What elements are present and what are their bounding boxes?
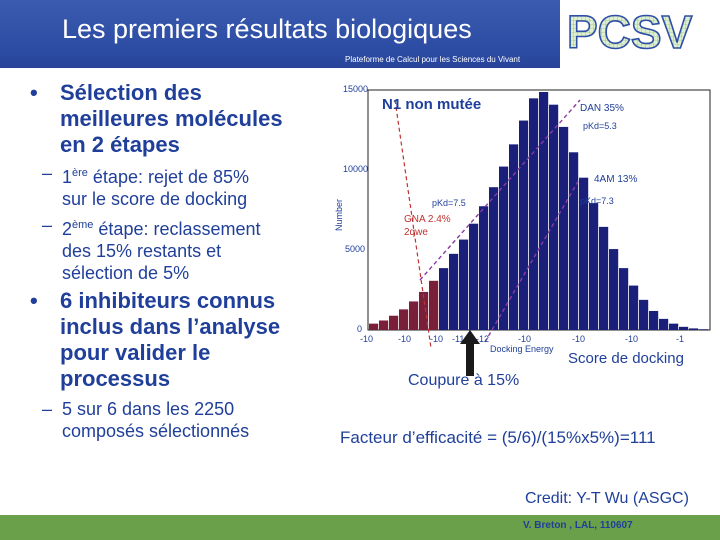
histogram-bar xyxy=(389,315,399,330)
histogram-bar xyxy=(479,206,489,330)
ytick-5000: 5000 xyxy=(345,244,366,254)
histogram-bar xyxy=(489,187,499,330)
xtick: -10 xyxy=(360,334,374,344)
histogram-bar xyxy=(509,144,519,330)
xtick: -10 xyxy=(625,334,639,344)
footer-bar xyxy=(0,515,720,540)
footer-text: V. Breton , LAL, 110607 xyxy=(523,520,633,531)
slide-title: Les premiers résultats biologiques xyxy=(62,14,472,44)
histogram-bar xyxy=(399,309,409,330)
sub-dash: – xyxy=(42,215,53,235)
histogram-bar xyxy=(639,299,649,330)
score-label: Score de docking xyxy=(568,350,684,367)
logo-text: PCSV xyxy=(567,6,693,54)
xtick: -11 xyxy=(452,334,465,344)
cutoff-label: Coupure à 15% xyxy=(408,372,520,389)
histogram-bar xyxy=(619,268,629,330)
credit-line: Credit: Y-T Wu (ASGC) xyxy=(525,490,689,507)
bullet-dot: • xyxy=(30,288,38,313)
histogram-bar xyxy=(449,253,459,330)
gna-pkd: pKd=7.5 xyxy=(432,198,466,208)
histogram-bar xyxy=(679,326,689,330)
histogram-bar xyxy=(429,280,439,330)
gna-pdb: 2qwe xyxy=(404,227,428,238)
histogram-bars xyxy=(369,92,709,330)
am4-pkd: pKd=7.3 xyxy=(580,196,614,206)
histogram-bar xyxy=(579,177,589,330)
histogram-bar xyxy=(609,249,619,330)
histogram-bar xyxy=(569,152,579,330)
ytick-10000: 10000 xyxy=(343,164,369,174)
ytick-15000: 15000 xyxy=(343,84,369,94)
histogram-bar xyxy=(519,120,529,330)
histogram-bar xyxy=(669,323,679,330)
gna-label: GNA 2.4% xyxy=(404,214,451,225)
xtick: -10 xyxy=(572,334,586,344)
dan-pointer xyxy=(419,99,581,281)
docking-histogram xyxy=(367,89,711,349)
y-axis-label: Number xyxy=(334,198,345,232)
dan-pkd: pKd=5.3 xyxy=(583,121,617,131)
bullet-line: en 2 étapes xyxy=(60,132,180,157)
xtick: -10 xyxy=(398,334,412,344)
histogram-bar xyxy=(629,285,639,330)
am4-pointer xyxy=(484,177,581,343)
histogram-bar xyxy=(589,203,599,330)
histogram-bar xyxy=(699,329,709,330)
histogram-bar xyxy=(529,98,539,330)
xtick: -1 xyxy=(676,334,685,344)
bullet-line: meilleures molécules xyxy=(60,106,283,131)
xtick: -10 xyxy=(518,334,532,344)
ytick-0: 0 xyxy=(357,324,363,334)
xtick: -12 xyxy=(476,334,490,344)
histogram-bar xyxy=(369,323,379,330)
histogram-bar xyxy=(379,320,389,330)
cutoff-arrow-icon xyxy=(460,330,480,376)
histogram-bar xyxy=(499,166,509,330)
histogram-bar xyxy=(469,223,479,330)
histogram-bar xyxy=(559,126,569,330)
histogram-bar xyxy=(649,310,659,330)
efficiency-factor: Facteur d’efficacité = (5/6)/(15%x5%)=11… xyxy=(340,428,656,447)
histogram-bar xyxy=(409,301,419,330)
dan-label: DAN 35% xyxy=(580,103,624,114)
histogram-bar xyxy=(659,318,669,330)
platform-subtitle: Plateforme de Calcul pour les Sciences d… xyxy=(345,55,521,64)
sub-dash: – xyxy=(42,399,53,419)
sub-dash: – xyxy=(42,163,53,183)
chart-title: N1 non mutée xyxy=(382,96,482,113)
bullet-line: Sélection des xyxy=(60,80,202,105)
histogram-bar xyxy=(549,104,559,330)
title-bar: Les premiers résultats biologiques Plate… xyxy=(0,0,560,68)
histogram-bar xyxy=(689,328,699,330)
histogram-bar xyxy=(539,92,549,330)
histogram-bar xyxy=(459,239,469,330)
histogram-bar xyxy=(599,226,609,330)
pcsv-logo: PCSV xyxy=(566,5,693,54)
histogram-bar xyxy=(439,268,449,330)
am4-label: 4AM 13% xyxy=(594,174,638,185)
histogram-bar xyxy=(419,291,429,330)
xtick: -10 xyxy=(430,334,444,344)
x-axis-label: Docking Energy xyxy=(490,344,554,354)
bullet-dot: • xyxy=(30,80,38,105)
